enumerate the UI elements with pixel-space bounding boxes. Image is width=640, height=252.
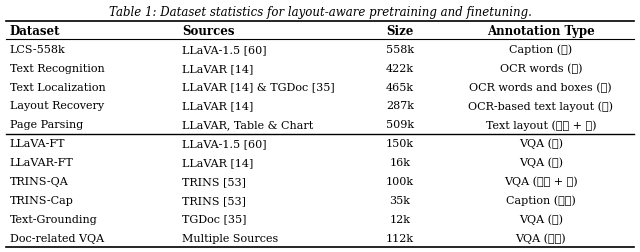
Text: Caption (⚍⚍): Caption (⚍⚍) — [506, 195, 575, 205]
Text: LLaVAR [14]: LLaVAR [14] — [182, 64, 254, 74]
Text: 112k: 112k — [386, 233, 414, 242]
Text: 465k: 465k — [386, 82, 414, 92]
Text: 35k: 35k — [390, 195, 410, 205]
Text: 150k: 150k — [386, 139, 414, 149]
Text: Dataset: Dataset — [10, 25, 60, 38]
Text: LLaVA-1.5 [60]: LLaVA-1.5 [60] — [182, 139, 267, 149]
Text: LLaVAR [14] & TGDoc [35]: LLaVAR [14] & TGDoc [35] — [182, 82, 335, 92]
Text: OCR words and boxes (⎙): OCR words and boxes (⎙) — [470, 82, 612, 92]
Text: VQA (⎙): VQA (⎙) — [519, 213, 563, 224]
Text: 100k: 100k — [386, 176, 414, 186]
Text: LLaVAR [14]: LLaVAR [14] — [182, 101, 254, 111]
Text: OCR-based text layout (⎙): OCR-based text layout (⎙) — [468, 101, 613, 111]
Text: Text Localization: Text Localization — [10, 82, 106, 92]
Text: 509k: 509k — [386, 120, 414, 130]
Text: TRINS [53]: TRINS [53] — [182, 176, 246, 186]
Text: LLaVA-FT: LLaVA-FT — [10, 139, 65, 149]
Text: Sources: Sources — [182, 25, 235, 38]
Text: 287k: 287k — [386, 101, 414, 111]
Text: LCS-558k: LCS-558k — [10, 45, 65, 55]
Text: 422k: 422k — [386, 64, 414, 74]
Text: Layout Recovery: Layout Recovery — [10, 101, 104, 111]
Text: Text Recognition: Text Recognition — [10, 64, 104, 74]
Text: LLaVAR [14]: LLaVAR [14] — [182, 158, 254, 167]
Text: Caption (⎙): Caption (⎙) — [509, 44, 572, 55]
Text: TGDoc [35]: TGDoc [35] — [182, 214, 247, 224]
Text: TRINS-QA: TRINS-QA — [10, 176, 68, 186]
Text: Text layout (⚍⚍ + ⎙): Text layout (⚍⚍ + ⎙) — [486, 120, 596, 130]
Text: TRINS [53]: TRINS [53] — [182, 195, 246, 205]
Text: Size: Size — [387, 25, 413, 38]
Text: Doc-related VQA: Doc-related VQA — [10, 233, 104, 242]
Text: LLaVA-1.5 [60]: LLaVA-1.5 [60] — [182, 45, 267, 55]
Text: TRINS-Cap: TRINS-Cap — [10, 195, 74, 205]
Text: Text-Grounding: Text-Grounding — [10, 214, 97, 224]
Text: Annotation Type: Annotation Type — [487, 25, 595, 38]
Text: VQA (⚍⚍ + ⎙): VQA (⚍⚍ + ⎙) — [504, 176, 578, 186]
Text: LLaVAR, Table & Chart: LLaVAR, Table & Chart — [182, 120, 314, 130]
Text: VQA (⎙): VQA (⎙) — [519, 157, 563, 168]
Text: LLaVAR-FT: LLaVAR-FT — [10, 158, 74, 167]
Text: 12k: 12k — [390, 214, 410, 224]
Text: Multiple Sources: Multiple Sources — [182, 233, 278, 242]
Text: 16k: 16k — [390, 158, 410, 167]
Text: Page Parsing: Page Parsing — [10, 120, 83, 130]
Text: 558k: 558k — [386, 45, 414, 55]
Text: Table 1: Dataset statistics for layout-aware pretraining and finetuning.: Table 1: Dataset statistics for layout-a… — [109, 6, 531, 19]
Text: VQA (⎙): VQA (⎙) — [519, 138, 563, 149]
Text: OCR words (⎙): OCR words (⎙) — [500, 63, 582, 74]
Text: VQA (⚍⚍): VQA (⚍⚍) — [515, 232, 566, 243]
